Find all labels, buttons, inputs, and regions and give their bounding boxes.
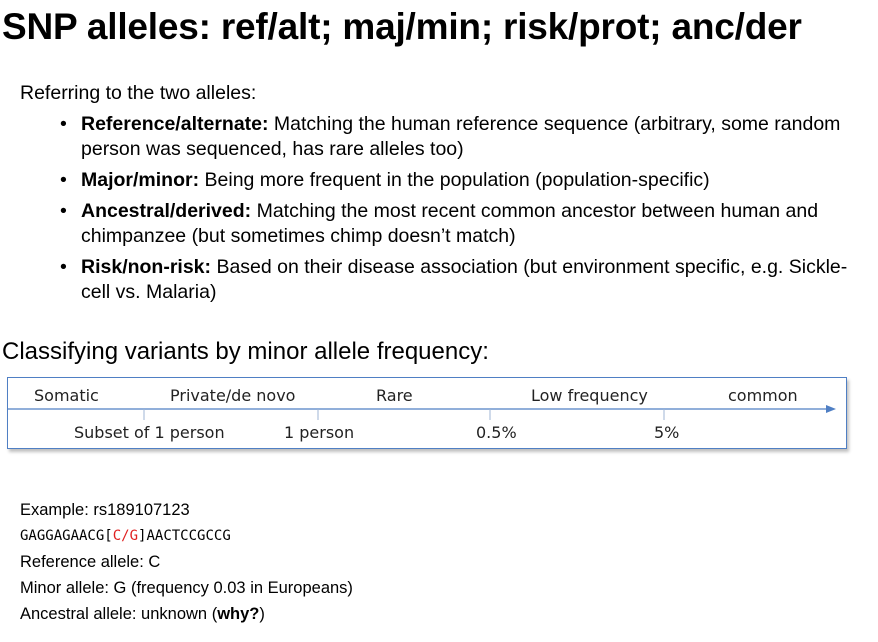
- sequence-suffix: ]AACTCCGCCG: [138, 528, 231, 544]
- ancestral-why: why?: [217, 605, 260, 623]
- scale-category-common: common: [728, 386, 798, 405]
- bullet-text: Being more frequent in the population (p…: [199, 169, 710, 191]
- scale-threshold-subset: Subset of 1 person: [74, 423, 225, 442]
- sequence-prefix: GAGGAGAACG[: [20, 528, 113, 544]
- scale-category-private: Private/de novo: [170, 386, 296, 405]
- bullet-term: Risk/non-risk:: [81, 256, 212, 278]
- bullet-text: Based on their disease association (but …: [81, 256, 848, 303]
- ancestral-suffix: ): [259, 605, 265, 623]
- bullet-dot: •: [60, 200, 67, 222]
- sequence-allele-c: C: [112, 528, 122, 544]
- bullet-dot: •: [60, 169, 67, 191]
- scale-category-somatic: Somatic: [34, 386, 99, 405]
- bullet-term: Major/minor:: [81, 169, 200, 191]
- bullet-text: Matching the human reference sequence (a…: [81, 113, 841, 160]
- bullet-major-minor: • Major/minor: Being more frequent in the…: [60, 168, 860, 193]
- bullet-dot: •: [60, 256, 67, 278]
- bullet-term: Reference/alternate:: [81, 113, 269, 135]
- example-minor-allele: Minor allele: G (frequency 0.03 in Europ…: [20, 579, 353, 597]
- scale-threshold-0-5-percent: 0.5%: [476, 423, 517, 442]
- example-sequence: GAGGAGAACG[C/G]AACTCCGCCG: [20, 523, 353, 549]
- scale-category-low-frequency: Low frequency: [531, 386, 648, 405]
- scale-threshold-one-person: 1 person: [284, 423, 355, 442]
- bullet-ancestral-derived: • Ancestral/derived: Matching the most re…: [60, 199, 860, 249]
- bullet-text: Matching the most recent common ancestor…: [81, 200, 819, 247]
- example-ancestral-allele: Ancestral allele: unknown (why?): [20, 601, 353, 627]
- scale-threshold-5-percent: 5%: [654, 423, 680, 442]
- sequence-allele-g: G: [129, 528, 139, 544]
- bullet-reference-alternate: • Reference/alternate: Matching the human…: [60, 112, 860, 162]
- example-title: Example: rs189107123: [20, 501, 190, 519]
- intro-text: Referring to the two alleles:: [20, 82, 257, 104]
- frequency-scale-box: Somatic Private/de novo Rare Low frequen…: [7, 377, 847, 449]
- section-heading: Classifying variants by minor allele fre…: [2, 338, 489, 365]
- sequence-separator: /: [121, 528, 130, 544]
- slide-title: SNP alleles: ref/alt; maj/min; risk/prot…: [2, 6, 802, 47]
- ancestral-prefix: Ancestral allele: unknown (: [20, 605, 218, 623]
- bullet-dot: •: [60, 113, 67, 135]
- scale-axis: [8, 405, 836, 420]
- allele-definitions-list: • Reference/alternate: Matching the human…: [60, 112, 860, 311]
- bullet-risk-nonrisk: • Risk/non-risk: Based on their disease a…: [60, 255, 860, 305]
- example-reference-allele: Reference allele: C: [20, 553, 161, 571]
- scale-category-rare: Rare: [376, 386, 413, 405]
- example-block: Example: rs189107123 GAGGAGAACG[C/G]AACT…: [20, 497, 353, 627]
- bullet-term: Ancestral/derived:: [81, 200, 252, 222]
- scale-arrowhead-icon: [826, 405, 836, 413]
